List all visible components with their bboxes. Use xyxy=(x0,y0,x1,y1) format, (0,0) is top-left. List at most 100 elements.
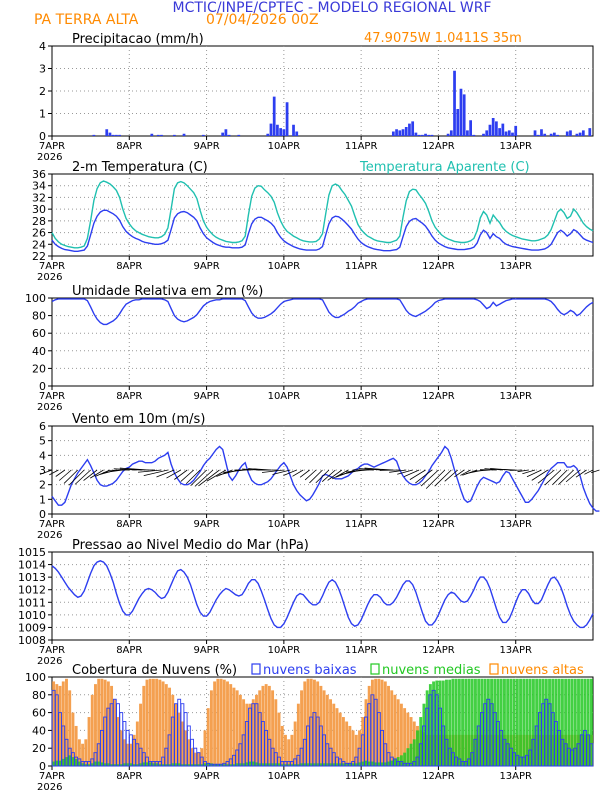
wind-vector xyxy=(565,469,581,483)
cloud-bar-medias xyxy=(168,764,171,766)
wind-vector xyxy=(472,469,490,472)
x-year-label: 2026 xyxy=(37,402,62,413)
cloud-bar-medias xyxy=(496,678,500,766)
cloud-bar-altas xyxy=(116,717,120,766)
cloud-bar-medias xyxy=(325,763,329,766)
precip-bar xyxy=(414,132,418,136)
y-tick-label: 1009 xyxy=(18,621,46,634)
cloud-bar-medias xyxy=(287,764,291,766)
x-tick-label: 13APR xyxy=(499,391,532,402)
cloud-bar-altas xyxy=(403,708,407,766)
precip-bar xyxy=(453,70,456,136)
cloud-bar-altas xyxy=(329,699,332,766)
y-tick-label: 0 xyxy=(39,380,46,393)
cloud-bar-medias xyxy=(383,762,387,766)
cloud-bar-altas xyxy=(209,690,213,766)
cloud-bar-medias xyxy=(361,761,365,766)
cloud-bar-medias xyxy=(474,678,477,766)
wind-vector xyxy=(590,469,600,474)
precip-bar xyxy=(498,128,501,136)
precip-bar xyxy=(282,129,286,136)
cloud-bar-medias xyxy=(538,678,542,766)
cloud-bar-altas xyxy=(206,708,210,766)
precip-bar xyxy=(266,133,270,136)
panel-3: 0 20 40 60 80 100 7APR 8APR 9APR 10APR 11APR 12APR 1… xyxy=(25,284,594,413)
wind-vector xyxy=(552,469,568,485)
cloud-bar-medias xyxy=(438,680,442,766)
panel-1: 0 1 2 3 4 7APR 8APR 9APR 10APR 11APR 12APR 13APR 202… xyxy=(37,32,594,163)
cloud-bar-altas xyxy=(155,678,159,766)
cloud-bar-altas xyxy=(81,743,85,766)
cloud-bar-altas xyxy=(335,708,339,766)
y-tick-label: 1012 xyxy=(18,584,46,597)
cloud-bar-altas xyxy=(145,679,149,766)
precip-bar xyxy=(482,133,485,136)
y-tick-label: 1 xyxy=(39,108,46,121)
precip-bar xyxy=(115,134,118,136)
cloud-bar-medias xyxy=(174,763,178,766)
cloud-bar-altas xyxy=(126,743,130,766)
wind-vector xyxy=(584,469,594,475)
precip-bar xyxy=(501,123,505,136)
x-tick-label: 8APR xyxy=(116,141,142,152)
y-tick-label: 40 xyxy=(32,345,46,358)
cloud-bar-medias xyxy=(200,764,204,766)
x-tick-label: 9APR xyxy=(193,261,219,272)
precip-bar xyxy=(201,134,205,136)
cloud-bar-medias xyxy=(509,678,513,766)
y-tick-label: 30 xyxy=(32,203,46,216)
wind-vector xyxy=(95,469,111,477)
wind-vector xyxy=(206,469,227,482)
humidity-line xyxy=(51,298,594,326)
cloud-bar-altas xyxy=(226,681,229,766)
cloud-bar-medias xyxy=(293,764,297,766)
cloud-bar-medias xyxy=(187,764,191,766)
wind-vector xyxy=(415,469,433,484)
cloud-bar-altas xyxy=(148,678,152,766)
x-tick-label: 8APR xyxy=(116,645,142,656)
wind-vector xyxy=(194,469,214,487)
cloud-bar-altas xyxy=(393,694,397,766)
cloud-bar-medias xyxy=(319,763,323,766)
cloud-bar-medias xyxy=(267,763,271,766)
cloud-bar-medias xyxy=(406,748,410,766)
cloud-bar-altas xyxy=(367,685,371,766)
wind-vector xyxy=(174,469,188,480)
x-tick-label: 13APR xyxy=(499,261,532,272)
cloud-bar-medias xyxy=(180,764,184,766)
cloud-bar-altas xyxy=(341,717,345,766)
precip-bar xyxy=(279,128,283,136)
x-tick-label: 9APR xyxy=(193,141,219,152)
cloud-bar-altas xyxy=(390,690,394,766)
cloud-bar-altas xyxy=(309,678,313,766)
cloud-bar-medias xyxy=(132,764,136,766)
cloud-bar-altas xyxy=(94,684,97,766)
cloud-bar-medias xyxy=(155,763,159,766)
cloud-bar-altas xyxy=(87,717,91,766)
precip-bar xyxy=(549,133,553,136)
cloud-bar-altas xyxy=(387,685,390,766)
cloud-bar-altas xyxy=(103,679,107,766)
cloud-bar-medias xyxy=(123,763,126,766)
cloud-bar-altas xyxy=(290,734,294,766)
x-tick-label: 11APR xyxy=(345,645,378,656)
cloud-bar-medias xyxy=(248,761,252,766)
cloud-bar-altas xyxy=(296,703,300,766)
cloud-bar-medias xyxy=(502,678,506,766)
cloud-bar-altas xyxy=(190,748,194,766)
y-tick-label: 0 xyxy=(39,130,46,143)
wind-vector xyxy=(137,469,162,473)
panel-title: Pressao ao Nivel Medio do Mar (hPa) xyxy=(72,538,309,553)
x-tick-label: 11APR xyxy=(345,391,378,402)
cloud-bar-medias xyxy=(535,678,539,766)
cloud-bar-medias xyxy=(158,764,162,766)
cloud-bar-altas xyxy=(284,734,287,766)
cloud-bar-medias xyxy=(464,678,468,766)
cloud-bar-medias xyxy=(213,764,217,766)
precip-bar xyxy=(105,129,109,136)
cloud-bar-altas xyxy=(168,687,171,766)
legend-swatch xyxy=(251,663,261,675)
cloud-bar-medias xyxy=(380,762,384,766)
cloud-bar-medias xyxy=(483,678,487,766)
cloud-bar-medias xyxy=(435,680,439,766)
